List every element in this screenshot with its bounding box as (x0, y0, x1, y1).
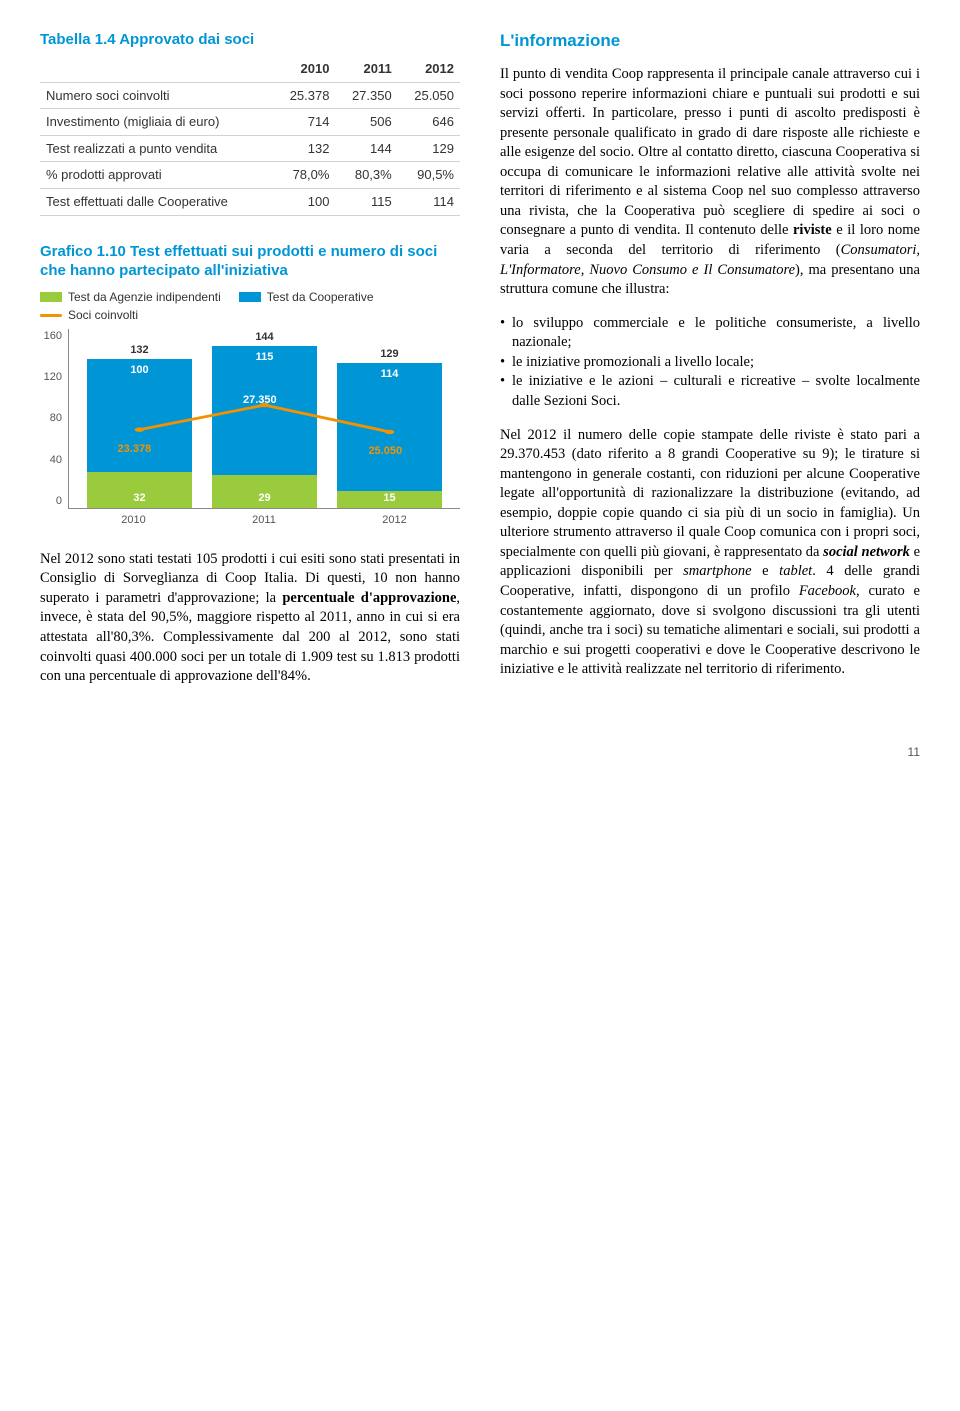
legend-coop: Test da Cooperative (267, 290, 374, 304)
section-heading: L'informazione (500, 30, 920, 53)
bar-total-label: 129 (337, 347, 442, 362)
table-cell: 100 (273, 188, 335, 215)
bar-coop-label: 115 (212, 350, 317, 365)
table-row: Test effettuati dalle Cooperative1001151… (40, 188, 460, 215)
table-cell: 80,3% (335, 162, 397, 189)
swatch-agenzie (40, 292, 62, 302)
ytick: 120 (40, 370, 62, 385)
table-cell: 25.050 (398, 82, 460, 109)
table-cell: 114 (398, 188, 460, 215)
bullet-item: le iniziative promozionali a livello loc… (500, 353, 920, 373)
left-paragraph: Nel 2012 sono stati testati 105 prodotti… (40, 550, 460, 687)
chart-legend: Test da Agenzie indipendenti Test da Coo… (40, 289, 460, 323)
bar-agenzie-label: 29 (212, 491, 317, 506)
table-row: Test realizzati a punto vendita132144129 (40, 135, 460, 162)
bar-agenzie-label: 32 (87, 491, 192, 506)
xtick: 2012 (382, 513, 406, 528)
legend-soci: Soci coinvolti (68, 308, 138, 322)
bar-coop-label: 100 (87, 363, 192, 378)
bullet-item: lo sviluppo commerciale e le politiche c… (500, 314, 920, 353)
data-table: 2010 2011 2012 Numero soci coinvolti25.3… (40, 56, 460, 215)
table-cell: 78,0% (273, 162, 335, 189)
table-title: Tabella 1.4 Approvato dai soci (40, 30, 460, 50)
table-cell: 132 (273, 135, 335, 162)
page-number: 11 (40, 744, 920, 760)
table-cell: 506 (335, 109, 397, 136)
col-h3: 2012 (398, 56, 460, 82)
table-cell: 27.350 (335, 82, 397, 109)
table-cell: 129 (398, 135, 460, 162)
x-axis: 2010 2011 2012 (68, 513, 460, 528)
col-h1: 2010 (273, 56, 335, 82)
table-cell: 115 (335, 188, 397, 215)
table-cell: 144 (335, 135, 397, 162)
bullet-item: le iniziative e le azioni – culturali e … (500, 372, 920, 411)
soci-label: 25.050 (368, 444, 402, 459)
table-cell: Test effettuati dalle Cooperative (40, 188, 273, 215)
bar-total-label: 144 (212, 330, 317, 345)
table-row: Numero soci coinvolti25.37827.35025.050 (40, 82, 460, 109)
soci-label: 27.350 (243, 393, 277, 408)
table-cell: 90,5% (398, 162, 460, 189)
table-cell: Investimento (migliaia di euro) (40, 109, 273, 136)
ytick: 160 (40, 329, 62, 344)
y-axis: 160 120 80 40 0 (40, 329, 68, 509)
swatch-soci (40, 314, 62, 317)
table-cell: Numero soci coinvolti (40, 82, 273, 109)
bar-agenzie-label: 15 (337, 491, 442, 506)
table-cell: Test realizzati a punto vendita (40, 135, 273, 162)
table-row: Investimento (migliaia di euro)714506646 (40, 109, 460, 136)
ytick: 40 (40, 453, 62, 468)
table-cell: 646 (398, 109, 460, 136)
swatch-coop (239, 292, 261, 302)
ytick: 0 (40, 494, 62, 509)
xtick: 2010 (121, 513, 145, 528)
table-cell: 714 (273, 109, 335, 136)
chart-title: Grafico 1.10 Test effettuati sui prodott… (40, 242, 460, 281)
chart: 160 120 80 40 0 132 100 32 144 115 29 129 114 15… (40, 329, 460, 509)
table-cell: 25.378 (273, 82, 335, 109)
ytick: 80 (40, 411, 62, 426)
table-cell: % prodotti approvati (40, 162, 273, 189)
bar-total-label: 132 (87, 343, 192, 358)
col-h2: 2011 (335, 56, 397, 82)
table-row: % prodotti approvati78,0%80,3%90,5% (40, 162, 460, 189)
xtick: 2011 (252, 513, 276, 528)
col-h0 (40, 56, 273, 82)
legend-agenzie: Test da Agenzie indipendenti (68, 290, 221, 304)
right-body: Il punto di vendita Coop rappresenta il … (500, 65, 920, 680)
soci-label: 23.378 (118, 442, 152, 457)
bar-coop-label: 114 (337, 367, 442, 382)
